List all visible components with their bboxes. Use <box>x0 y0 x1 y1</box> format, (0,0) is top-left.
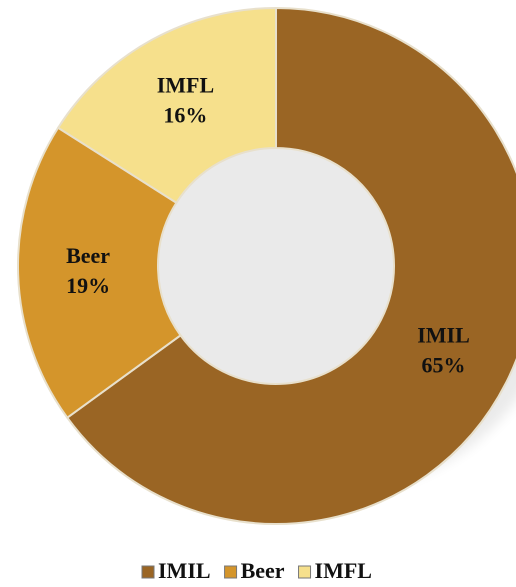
donut-slice <box>17 126 182 420</box>
slice-label: IMIL <box>417 322 470 347</box>
legend-label: IMIL <box>158 558 211 583</box>
legend-label: IMFL <box>315 558 372 583</box>
slice-value-label: 16% <box>163 102 207 127</box>
slice-label: IMFL <box>157 72 214 97</box>
legend-swatch <box>298 565 312 579</box>
donut-slice <box>56 6 277 205</box>
slice-label: Beer <box>66 243 110 268</box>
slice-value-label: 65% <box>422 352 466 377</box>
legend-label: Beer <box>241 558 285 583</box>
donut-slice <box>65 6 516 525</box>
legend: IMIL Beer IMFL <box>141 558 372 583</box>
slice-value-label: 19% <box>66 273 110 298</box>
legend-swatch <box>224 565 238 579</box>
legend-swatch <box>141 565 155 579</box>
